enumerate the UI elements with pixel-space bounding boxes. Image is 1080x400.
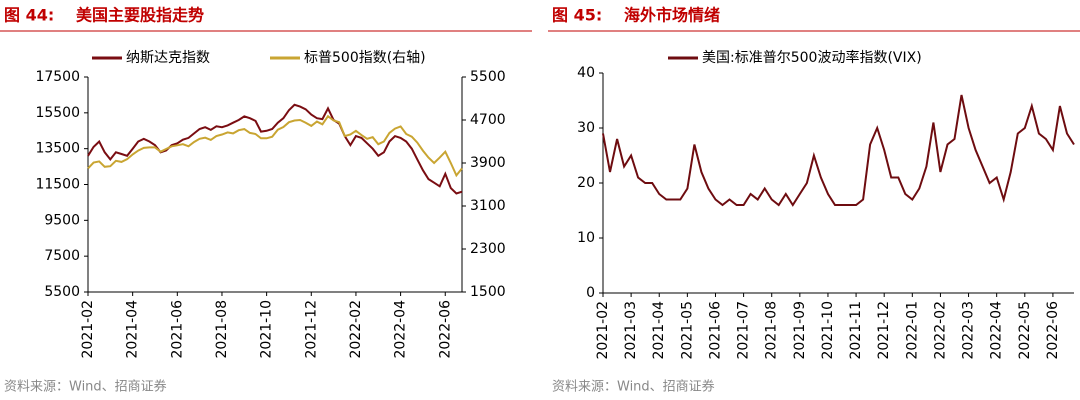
y-tick-label: 7500 — [44, 248, 80, 264]
y-tick-label: 0 — [586, 285, 595, 301]
y-tick-label: 9500 — [44, 212, 80, 228]
y-tick-label: 40 — [577, 65, 595, 81]
x-tick-label: 2022-02 — [348, 300, 364, 359]
series-line — [87, 103, 463, 195]
x-tick-label: 2021-08 — [764, 301, 780, 360]
x-tick-label: 2021-11 — [848, 301, 864, 360]
y2-tick-label: 3100 — [470, 198, 506, 214]
y-tick-label: 13500 — [35, 141, 80, 157]
x-tick-label: 2021-07 — [736, 301, 752, 360]
x-tick-label: 2021-05 — [679, 301, 695, 360]
x-tick-label: 2021-02 — [80, 300, 96, 359]
figure-label: 图 44: — [4, 6, 54, 25]
x-tick-label: 2022-03 — [961, 301, 977, 360]
y2-tick-label: 5500 — [470, 69, 506, 85]
y-tick-label: 30 — [577, 120, 595, 136]
x-tick-label: 2021-04 — [125, 300, 141, 359]
legend-label: 美国:标准普尔500波动率指数(VIX) — [702, 49, 922, 66]
y-tick-label: 11500 — [35, 177, 80, 193]
series-line — [602, 94, 1075, 207]
y2-tick-label: 4700 — [470, 112, 506, 128]
x-tick-label: 2021-08 — [214, 300, 230, 359]
x-tick-label: 2022-02 — [932, 301, 948, 360]
x-tick-label: 2022-04 — [989, 301, 1005, 360]
y-tick-label: 17500 — [35, 69, 80, 85]
legend-label: 纳斯达克指数 — [126, 50, 210, 66]
legend-label: 标普500指数(右轴) — [304, 50, 426, 66]
x-tick-label: 2021-04 — [651, 301, 667, 360]
y2-tick-label: 1500 — [470, 284, 506, 300]
y2-tick-label: 3900 — [470, 155, 506, 171]
source-note: 资料来源：Wind、招商证券 — [4, 379, 167, 395]
x-tick-label: 2021-06 — [169, 300, 185, 359]
x-tick-label: 2021-02 — [595, 301, 611, 360]
x-tick-label: 2022-05 — [1017, 301, 1033, 360]
series-line — [87, 114, 463, 178]
x-tick-label: 2021-10 — [820, 301, 836, 360]
y-tick-label: 10 — [577, 230, 595, 246]
x-tick-label: 2022-04 — [393, 300, 409, 359]
chart-title: 海外市场情绪 — [624, 6, 720, 25]
x-tick-label: 2021-10 — [259, 300, 275, 359]
x-tick-label: 2021-12 — [303, 300, 319, 359]
y-tick-label: 5500 — [44, 284, 80, 300]
x-tick-label: 2021-09 — [792, 301, 808, 360]
x-tick-label: 2022-01 — [904, 301, 920, 360]
chart-title: 美国主要股指走势 — [76, 6, 204, 25]
source-note: 资料来源：Wind、招商证券 — [552, 379, 715, 395]
figure-label: 图 45: — [552, 6, 602, 25]
x-tick-label: 2021-03 — [623, 301, 639, 360]
y-tick-label: 15500 — [35, 105, 80, 121]
x-tick-label: 2022-06 — [1045, 301, 1061, 360]
x-tick-label: 2021-12 — [876, 301, 892, 360]
y2-tick-label: 2300 — [470, 241, 506, 257]
x-tick-label: 2022-06 — [437, 300, 453, 359]
x-tick-label: 2021-06 — [707, 301, 723, 360]
y-tick-label: 20 — [577, 175, 595, 191]
